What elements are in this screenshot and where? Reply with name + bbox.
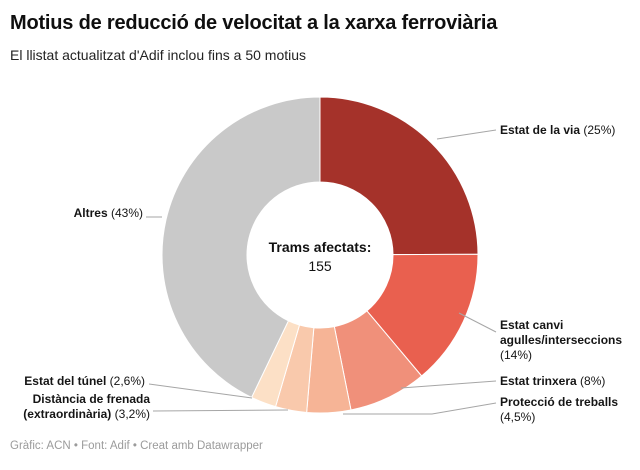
- label-name: Protecció de treballs: [500, 395, 619, 409]
- label-altres: Altres (43%): [18, 206, 143, 221]
- center-label-text: Trams afectats:: [268, 239, 372, 255]
- chart-subtitle: El llistat actualitzat d'Adif inclou fin…: [10, 47, 307, 63]
- leader-line: [436, 129, 497, 140]
- label-percent: (14%): [500, 348, 533, 362]
- chart-title: Motius de reducció de velocitat a la xar…: [10, 12, 498, 34]
- label-percent: (3,2%): [114, 407, 150, 421]
- pie-slice-6[interactable]: [161, 96, 321, 399]
- label-percent: (25%): [583, 123, 616, 137]
- label-name: Distància de frenada (extraordinària): [23, 392, 150, 421]
- label-name: Altres: [73, 206, 108, 220]
- label-proteccio-de-treballs: Protecció de treballs (4,5%): [500, 395, 640, 425]
- label-percent: (4,5%): [500, 410, 536, 424]
- label-percent: (2,6%): [109, 374, 145, 388]
- leader-line: [400, 380, 497, 389]
- label-name: Estat del túnel: [24, 374, 107, 388]
- pie-slice-0[interactable]: [319, 96, 479, 256]
- label-name: Estat canvi agulles/interseccions: [500, 318, 623, 347]
- center-label-value: 155: [308, 258, 332, 274]
- label-distancia-de-frenada: Distància de frenada (extraordinària) (3…: [0, 392, 150, 422]
- donut-center-label: Trams afectats: 155: [240, 238, 400, 275]
- pie-slice-1[interactable]: [366, 253, 479, 377]
- label-estat-del-tunel: Estat del túnel (2,6%): [0, 374, 145, 389]
- leader-line: [152, 409, 289, 412]
- label-name: Estat de la via: [500, 123, 581, 137]
- label-percent: (8%): [580, 374, 606, 388]
- label-estat-trinxera: Estat trinxera (8%): [500, 374, 640, 389]
- label-percent: (43%): [110, 206, 143, 220]
- leader-line: [458, 312, 497, 333]
- credit-line: Gràfic: ACN • Font: Adif • Creat amb Dat…: [10, 440, 263, 452]
- leader-line: [148, 383, 253, 399]
- label-name: Estat trinxera: [500, 374, 577, 388]
- label-estat-canvi-agulles: Estat canvi agulles/interseccions (14%): [500, 318, 632, 363]
- leader-line: [343, 402, 497, 415]
- label-estat-de-la-via: Estat de la via (25%): [500, 123, 635, 138]
